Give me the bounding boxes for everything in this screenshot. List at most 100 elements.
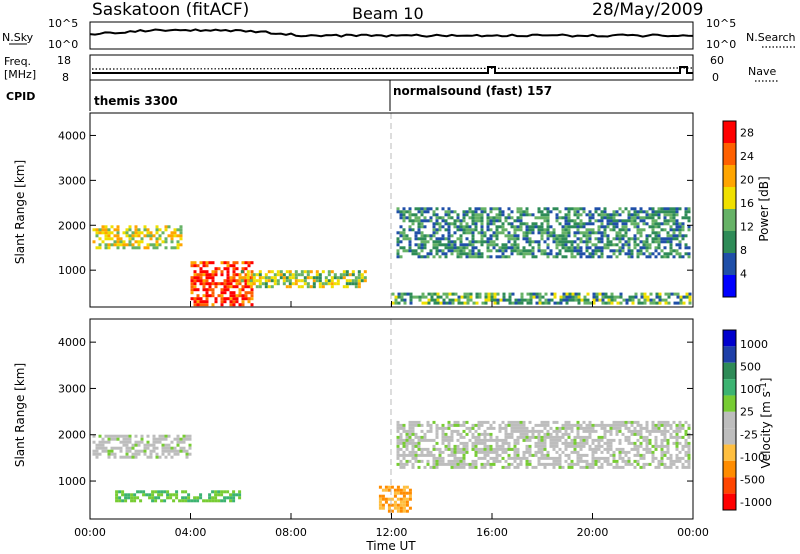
data-cell xyxy=(193,499,197,503)
data-cell xyxy=(465,432,469,436)
data-cell xyxy=(640,295,644,299)
data-cell xyxy=(441,234,445,238)
data-cell xyxy=(663,420,667,424)
data-cell xyxy=(588,222,592,226)
data-cell xyxy=(408,210,412,214)
data-cell xyxy=(568,295,572,299)
data-cell xyxy=(113,455,117,459)
data-cell xyxy=(555,252,559,256)
data-cell xyxy=(522,249,526,253)
data-cell xyxy=(408,249,412,253)
data-cell xyxy=(576,249,580,253)
data-cell xyxy=(104,434,108,438)
data-cell xyxy=(660,453,664,457)
freq-label-line2: [MHz] xyxy=(4,68,36,81)
data-cell xyxy=(176,228,180,232)
data-cell xyxy=(525,447,529,451)
velocity-colorbar-frame xyxy=(722,329,737,511)
data-cell xyxy=(525,456,529,460)
data-cell xyxy=(444,219,448,223)
data-cell xyxy=(630,213,634,217)
data-cell xyxy=(252,282,256,286)
data-cell xyxy=(411,423,415,427)
data-cell xyxy=(232,303,236,307)
data-cell xyxy=(618,231,622,235)
data-cell xyxy=(541,301,545,305)
data-cell xyxy=(396,456,400,460)
data-cell xyxy=(540,453,544,457)
data-cell xyxy=(447,447,451,451)
data-cell xyxy=(507,456,511,460)
data-cell xyxy=(619,292,623,296)
data-cell xyxy=(294,276,298,280)
data-cell xyxy=(660,207,664,211)
data-cell xyxy=(462,447,466,451)
data-cell xyxy=(664,301,668,305)
data-cell xyxy=(457,301,461,305)
data-cell xyxy=(684,444,688,448)
data-cell xyxy=(504,234,508,238)
data-cell xyxy=(396,249,400,253)
data-cell xyxy=(149,452,153,456)
data-cell xyxy=(444,210,448,214)
data-cell xyxy=(173,231,177,235)
data-cell xyxy=(453,453,457,457)
data-cell xyxy=(543,441,547,445)
data-cell xyxy=(528,444,532,448)
data-cell xyxy=(609,429,613,433)
data-cell xyxy=(600,462,604,466)
data-cell xyxy=(618,420,622,424)
data-cell xyxy=(672,234,676,238)
data-cell xyxy=(411,252,415,256)
data-cell xyxy=(267,276,271,280)
data-cell xyxy=(134,228,138,232)
data-cell xyxy=(666,210,670,214)
data-cell xyxy=(621,225,625,229)
data-cell xyxy=(597,228,601,232)
data-cell xyxy=(645,240,649,244)
data-cell xyxy=(597,231,601,235)
data-cell xyxy=(582,429,586,433)
data-cell xyxy=(211,499,215,503)
data-cell xyxy=(597,444,601,448)
data-cell xyxy=(417,465,421,469)
data-cell xyxy=(211,294,215,298)
data-cell xyxy=(609,216,613,220)
data-cell xyxy=(429,219,433,223)
data-cell xyxy=(244,273,248,277)
data-cell xyxy=(561,423,565,427)
data-cell xyxy=(552,228,556,232)
data-cell xyxy=(531,246,535,250)
data-cell xyxy=(588,234,592,238)
data-cell xyxy=(525,252,529,256)
data-cell xyxy=(678,252,682,256)
data-cell xyxy=(625,301,629,305)
data-cell xyxy=(603,447,607,451)
data-cell xyxy=(477,216,481,220)
data-cell xyxy=(561,240,565,244)
data-cell xyxy=(118,496,122,500)
data-cell xyxy=(684,441,688,445)
data-cell xyxy=(615,432,619,436)
data-cell xyxy=(519,423,523,427)
data-cell xyxy=(516,450,520,454)
data-cell xyxy=(643,292,647,296)
data-cell xyxy=(546,237,550,241)
data-cell xyxy=(149,234,153,238)
data-cell xyxy=(669,459,673,463)
data-cell xyxy=(525,222,529,226)
data-cell xyxy=(468,225,472,229)
data-cell xyxy=(402,207,406,211)
data-cell xyxy=(258,273,262,277)
data-cell xyxy=(429,423,433,427)
data-cell xyxy=(420,207,424,211)
data-cell xyxy=(492,447,496,451)
data-cell xyxy=(321,285,325,289)
data-cell xyxy=(600,213,604,217)
data-cell xyxy=(597,465,601,469)
data-cell xyxy=(211,291,215,295)
data-cell xyxy=(657,240,661,244)
data-cell xyxy=(666,252,670,256)
data-cell xyxy=(546,429,550,433)
data-cell xyxy=(179,225,183,229)
